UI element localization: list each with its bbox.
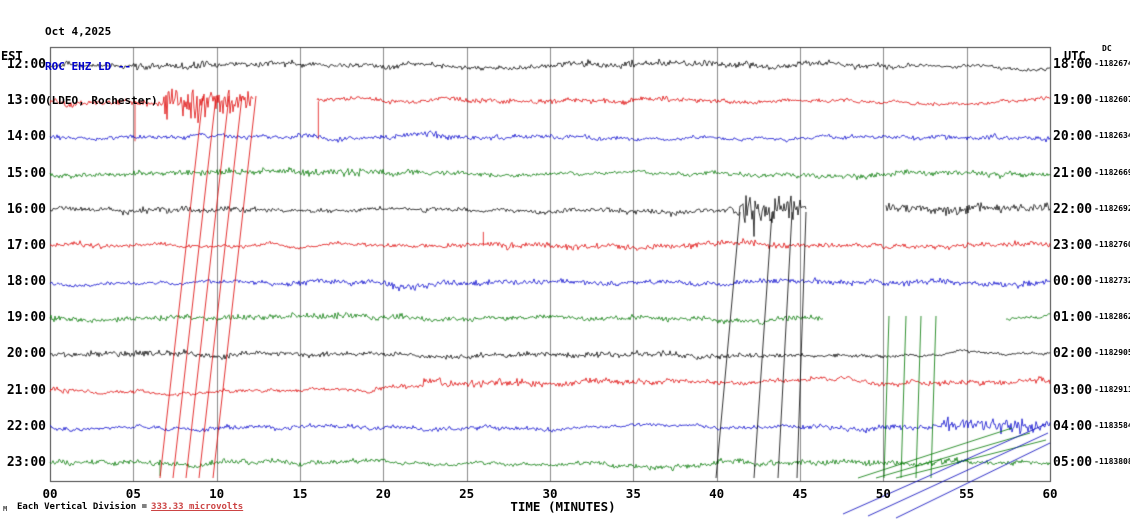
row-time-utc: 21:00: [1053, 165, 1093, 181]
row-time-utc-group: 03:00 -1182911: [1053, 383, 1130, 398]
x-tick-label: 30: [542, 486, 558, 501]
x-axis-title: TIME (MINUTES): [510, 499, 616, 514]
scale-value: 333.33 microvolts: [151, 502, 244, 512]
row-time-utc: 00:00: [1053, 274, 1093, 290]
row-time-utc: 18:00: [1053, 57, 1093, 73]
row-time-est: 16:00: [6, 201, 46, 217]
row-time-utc: 05:00: [1053, 454, 1093, 470]
row-time-utc-group: 23:00 -1182760: [1053, 238, 1130, 253]
row-time-est: 18:00: [6, 274, 46, 290]
row-time-utc-group: 04:00 -1183584: [1053, 419, 1130, 434]
row-counter: -1182634: [1094, 131, 1130, 141]
row-time-utc-group: 01:00 -1182862: [1053, 310, 1130, 325]
x-tick-label: 50: [875, 486, 891, 501]
row-time-utc: 20:00: [1053, 129, 1093, 145]
row-time-est: 21:00: [6, 382, 46, 398]
row-time-utc: 23:00: [1053, 237, 1093, 253]
x-tick-label: 45: [792, 486, 808, 501]
x-tick-label: 20: [375, 486, 391, 501]
row-time-est: 19:00: [6, 310, 46, 326]
row-counter: -1182674: [1094, 59, 1130, 69]
x-tick-label: 10: [209, 486, 225, 501]
row-time-utc: 22:00: [1053, 201, 1093, 217]
row-counter: -1182669: [1094, 167, 1130, 177]
row-time-est: 17:00: [6, 237, 46, 253]
row-time-utc-group: 02:00 -1182905: [1053, 346, 1130, 361]
row-time-utc: 02:00: [1053, 346, 1093, 362]
row-counter: -1182607: [1094, 95, 1130, 105]
header-location: (LDEO, Rochester): [45, 94, 158, 107]
header-station: ROC EHZ LD --: [45, 59, 132, 73]
row-counter: -1182905: [1094, 348, 1130, 358]
left-timezone-label: EST: [1, 49, 23, 63]
x-tick-label: 00: [42, 486, 58, 501]
row-counter: -1183584: [1094, 420, 1130, 430]
row-time-utc-group: 20:00 -1182634: [1053, 129, 1130, 144]
dc-label: DC: [1102, 44, 1112, 53]
right-timezone-label: UTC: [1064, 49, 1086, 63]
x-tick-label: 15: [292, 486, 308, 501]
row-time-est: 13:00: [6, 93, 46, 109]
row-counter: -1183808: [1094, 456, 1130, 466]
row-time-utc-group: 19:00 -1182607: [1053, 93, 1130, 108]
x-tick-label: 60: [1042, 486, 1058, 501]
x-tick-label: 35: [625, 486, 641, 501]
row-counter: -1182862: [1094, 312, 1130, 322]
row-time-est: 14:00: [6, 129, 46, 145]
row-time-est: 12:00: [6, 57, 46, 73]
row-time-utc-group: 00:00 -1182732: [1053, 274, 1130, 289]
row-time-utc: 04:00: [1053, 418, 1093, 434]
row-counter: -1182911: [1094, 384, 1130, 394]
header-date: Oct 4,2025: [45, 25, 112, 38]
row-time-est: 20:00: [6, 346, 46, 362]
row-time-utc-group: 05:00 -1183808: [1053, 455, 1130, 470]
row-time-utc: 03:00: [1053, 382, 1093, 398]
row-time-utc: 01:00: [1053, 310, 1093, 326]
row-time-utc-group: 22:00 -1182692: [1053, 202, 1130, 217]
scale-note: Each Vertical Division = 333.33 microvolt…: [17, 502, 243, 512]
x-tick-label: 05: [125, 486, 141, 501]
scale-prefix: Each Vertical Division =: [17, 502, 148, 512]
row-time-utc: 19:00: [1053, 93, 1093, 109]
x-tick-label: 25: [459, 486, 475, 501]
row-time-utc-group: 18:00 -1182674: [1053, 57, 1130, 72]
corner-mark: M: [3, 505, 8, 513]
x-tick-label: 40: [709, 486, 725, 501]
row-time-utc-group: 21:00 -1182669: [1053, 166, 1130, 181]
x-tick-label: 55: [959, 486, 975, 501]
row-time-est: 23:00: [6, 454, 46, 470]
row-time-est: 22:00: [6, 418, 46, 434]
row-counter: -1182732: [1094, 276, 1130, 286]
row-time-est: 15:00: [6, 165, 46, 181]
plot-header: Oct 4,2025 ROC EHZ LD -- (LDEO, Rocheste…: [45, 3, 158, 130]
row-counter: -1182692: [1094, 203, 1130, 213]
row-counter: -1182760: [1094, 239, 1130, 249]
